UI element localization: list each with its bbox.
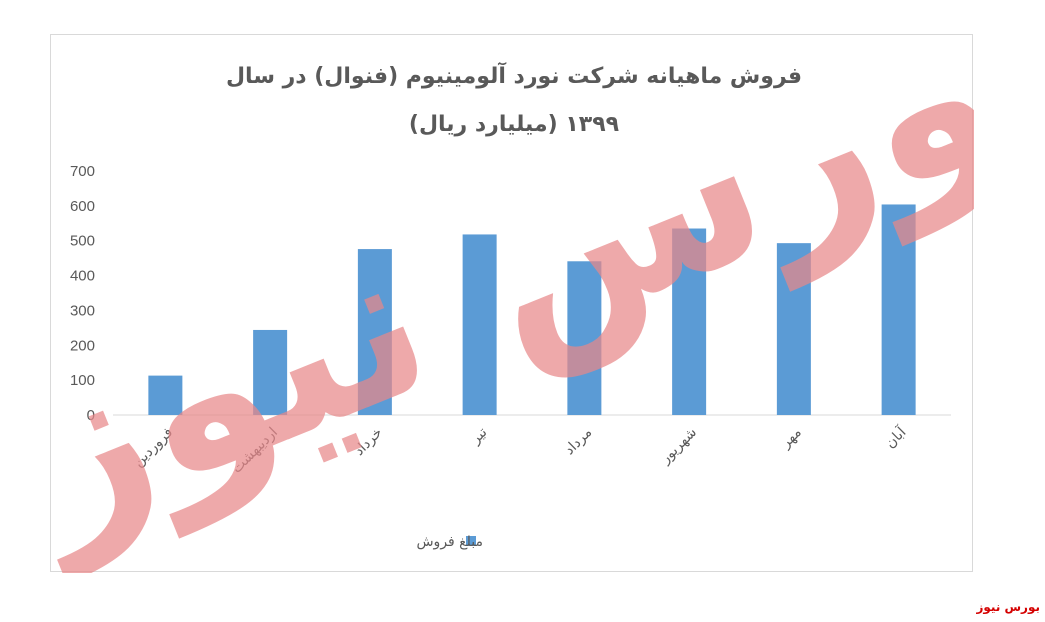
y-tick-label: 0 xyxy=(87,407,95,424)
y-tick-label: 400 xyxy=(70,268,95,285)
y-axis-ticks: 0 100 200 300 400 500 600 700 xyxy=(70,163,95,424)
bar xyxy=(567,261,602,415)
bars-group xyxy=(148,204,916,415)
bar xyxy=(776,243,811,415)
y-tick-label: 200 xyxy=(70,337,95,354)
bar xyxy=(881,204,916,415)
y-tick-label: 600 xyxy=(70,198,95,215)
chart-frame: فروش ماهیانه شرکت نورد آلومینیوم (فنوال)… xyxy=(50,34,974,573)
bar xyxy=(253,329,288,415)
legend-swatch xyxy=(466,536,476,546)
chart-svg: فروش ماهیانه شرکت نورد آلومینیوم (فنوال)… xyxy=(51,35,974,573)
chart-title-line1: فروش ماهیانه شرکت نورد آلومینیوم (فنوال)… xyxy=(226,61,802,89)
chart-title-line2: ۱۳۹۹ (میلیارد ریال) xyxy=(409,112,619,137)
x-category-label: آبان xyxy=(882,423,911,452)
y-tick-label: 300 xyxy=(70,302,95,319)
bar xyxy=(462,234,497,415)
y-tick-label: 100 xyxy=(70,372,95,389)
x-category-label: شهریور xyxy=(657,425,700,468)
bar xyxy=(148,375,183,415)
x-category-label: مهر xyxy=(777,425,804,452)
x-category-label: تیر xyxy=(467,424,490,447)
bar xyxy=(357,249,392,415)
legend-label: مبلغ فروش xyxy=(416,534,483,550)
bar xyxy=(672,228,707,415)
y-tick-label: 700 xyxy=(70,163,95,180)
y-tick-label: 500 xyxy=(70,233,95,250)
brand-logo: بورس نیوز xyxy=(976,600,1040,614)
legend: مبلغ فروش xyxy=(416,534,483,550)
x-category-label: مرداد xyxy=(562,425,596,459)
